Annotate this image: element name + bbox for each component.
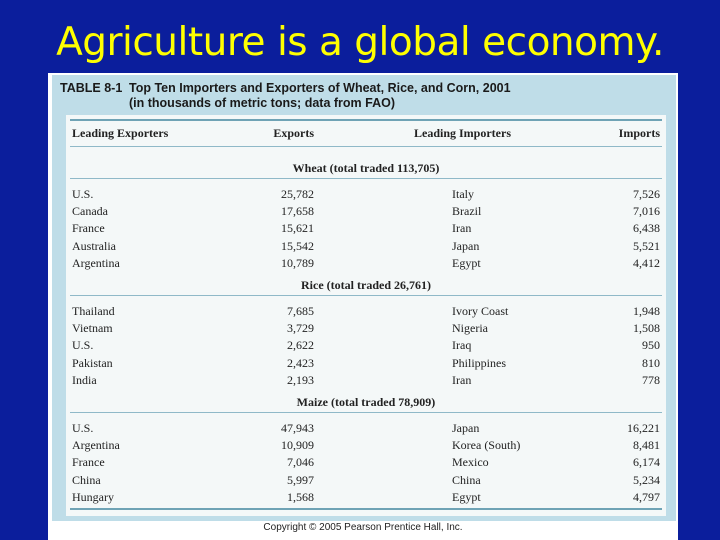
slide-title: Agriculture is a global economy. [56, 20, 664, 65]
table-caption-line1: Top Ten Importers and Exporters of Wheat… [129, 81, 511, 95]
exports-cell: 17,658 [281, 204, 314, 219]
importer-cell: Iran [452, 372, 472, 387]
imports-cell: 1,508 [633, 321, 660, 336]
exporter-cell: U.S. [72, 338, 94, 353]
imports-cell: 5,521 [633, 238, 660, 253]
table-figure: TABLE 8-1 Top Ten Importers and Exporter… [48, 73, 678, 540]
table-row: Canada 17,658 Brazil 7,016 [66, 204, 666, 221]
importer-cell: Iraq [452, 338, 472, 353]
exports-cell: 7,685 [287, 304, 314, 318]
exporter-cell: Argentina [72, 438, 120, 453]
importer-cell: Italy [452, 187, 474, 201]
exporter-cell: France [72, 455, 105, 470]
section-title-maize: Maize (total traded 78,909) [296, 395, 436, 409]
table-row: U.S. 2,622 Iraq 950 [66, 338, 666, 355]
imports-cell: 7,526 [633, 187, 660, 201]
exporter-cell: U.S. [72, 187, 94, 201]
exporter-cell: Hungary [72, 489, 114, 504]
column-header-exports: Exports [273, 126, 314, 140]
table-row: U.S. 47,943 Japan 16,221 [66, 421, 666, 438]
table-number: TABLE 8-1 [60, 81, 123, 95]
table-row: India 2,193 Iran 778 [66, 373, 666, 390]
table-row: U.S. 25,782 Italy 7,526 [66, 187, 666, 204]
importer-cell: Nigeria [452, 321, 488, 336]
table-row: France 15,621 Iran 6,438 [66, 221, 666, 238]
exports-cell: 1,568 [287, 489, 314, 504]
importer-cell: Ivory Coast [452, 304, 509, 318]
imports-cell: 4,797 [633, 489, 660, 504]
importer-cell: Brazil [452, 204, 482, 219]
table-row: Hungary 1,568 Egypt 4,797 [66, 490, 666, 507]
section-rule-rice [70, 295, 662, 296]
imports-cell: 778 [642, 372, 660, 387]
importer-cell: Japan [452, 238, 480, 253]
importer-cell: Japan [452, 421, 480, 435]
imports-cell: 6,438 [633, 221, 660, 236]
exports-cell: 15,542 [281, 238, 314, 253]
table-row: France 7,046 Mexico 6,174 [66, 455, 666, 472]
importer-cell: Philippines [452, 355, 507, 370]
exports-cell: 15,621 [281, 221, 314, 236]
exporter-cell: Thailand [72, 304, 115, 318]
imports-cell: 5,234 [633, 472, 660, 487]
exporter-cell: U.S. [72, 421, 94, 435]
table-caption-line2: (in thousands of metric tons; data from … [129, 96, 395, 110]
importer-cell: Korea (South) [452, 438, 521, 453]
exporter-cell: India [72, 372, 97, 387]
exports-cell: 5,997 [287, 472, 314, 487]
table-panel: TABLE 8-1 Top Ten Importers and Exporter… [52, 75, 676, 521]
imports-cell: 16,221 [627, 421, 660, 435]
imports-cell: 7,016 [633, 204, 660, 219]
imports-cell: 8,481 [633, 438, 660, 453]
data-table: Leading Exporters Exports Leading Import… [66, 115, 666, 516]
exporter-cell: Pakistan [72, 355, 113, 370]
imports-cell: 4,412 [633, 255, 660, 270]
importer-cell: Mexico [452, 455, 489, 470]
importer-cell: Egypt [452, 489, 481, 504]
column-header-imports: Imports [618, 126, 660, 140]
imports-cell: 6,174 [633, 455, 660, 470]
exports-cell: 2,622 [287, 338, 314, 353]
exporter-cell: Vietnam [72, 321, 113, 336]
column-header-leading-importers: Leading Importers [414, 126, 511, 140]
exports-cell: 47,943 [281, 421, 314, 435]
table-row: Vietnam 3,729 Nigeria 1,508 [66, 321, 666, 338]
exporter-cell: Argentina [72, 255, 120, 270]
section-rule-wheat [70, 178, 662, 179]
table-row: Argentina 10,909 Korea (South) 8,481 [66, 438, 666, 455]
exports-cell: 10,909 [281, 438, 314, 453]
exports-cell: 2,423 [287, 355, 314, 370]
table-row: Argentina 10,789 Egypt 4,412 [66, 256, 666, 273]
exporter-cell: France [72, 221, 105, 236]
importer-cell: Iran [452, 221, 472, 236]
imports-cell: 1,948 [633, 304, 660, 318]
table-row: China 5,997 China 5,234 [66, 473, 666, 490]
exports-cell: 25,782 [281, 187, 314, 201]
importer-cell: China [452, 472, 481, 487]
header-rule [70, 146, 662, 147]
column-header-leading-exporters: Leading Exporters [72, 126, 169, 140]
exports-cell: 7,046 [287, 455, 314, 470]
exports-cell: 10,789 [281, 255, 314, 270]
section-title-wheat: Wheat (total traded 113,705) [292, 161, 440, 175]
copyright-notice: Copyright © 2005 Pearson Prentice Hall, … [263, 522, 463, 533]
table-top-rule [70, 119, 662, 121]
section-title-rice: Rice (total traded 26,761) [301, 278, 431, 292]
exporter-cell: Canada [72, 204, 108, 219]
exports-cell: 2,193 [287, 372, 314, 387]
table-bottom-rule [70, 508, 662, 510]
exporter-cell: China [72, 472, 101, 487]
exports-cell: 3,729 [287, 321, 314, 336]
imports-cell: 810 [642, 355, 660, 370]
table-row: Australia 15,542 Japan 5,521 [66, 239, 666, 256]
imports-cell: 950 [642, 338, 660, 353]
table-row: Thailand 7,685 Ivory Coast 1,948 [66, 304, 666, 321]
table-row: Pakistan 2,423 Philippines 810 [66, 356, 666, 373]
section-rule-maize [70, 412, 662, 413]
exporter-cell: Australia [72, 238, 116, 253]
importer-cell: Egypt [452, 255, 481, 270]
